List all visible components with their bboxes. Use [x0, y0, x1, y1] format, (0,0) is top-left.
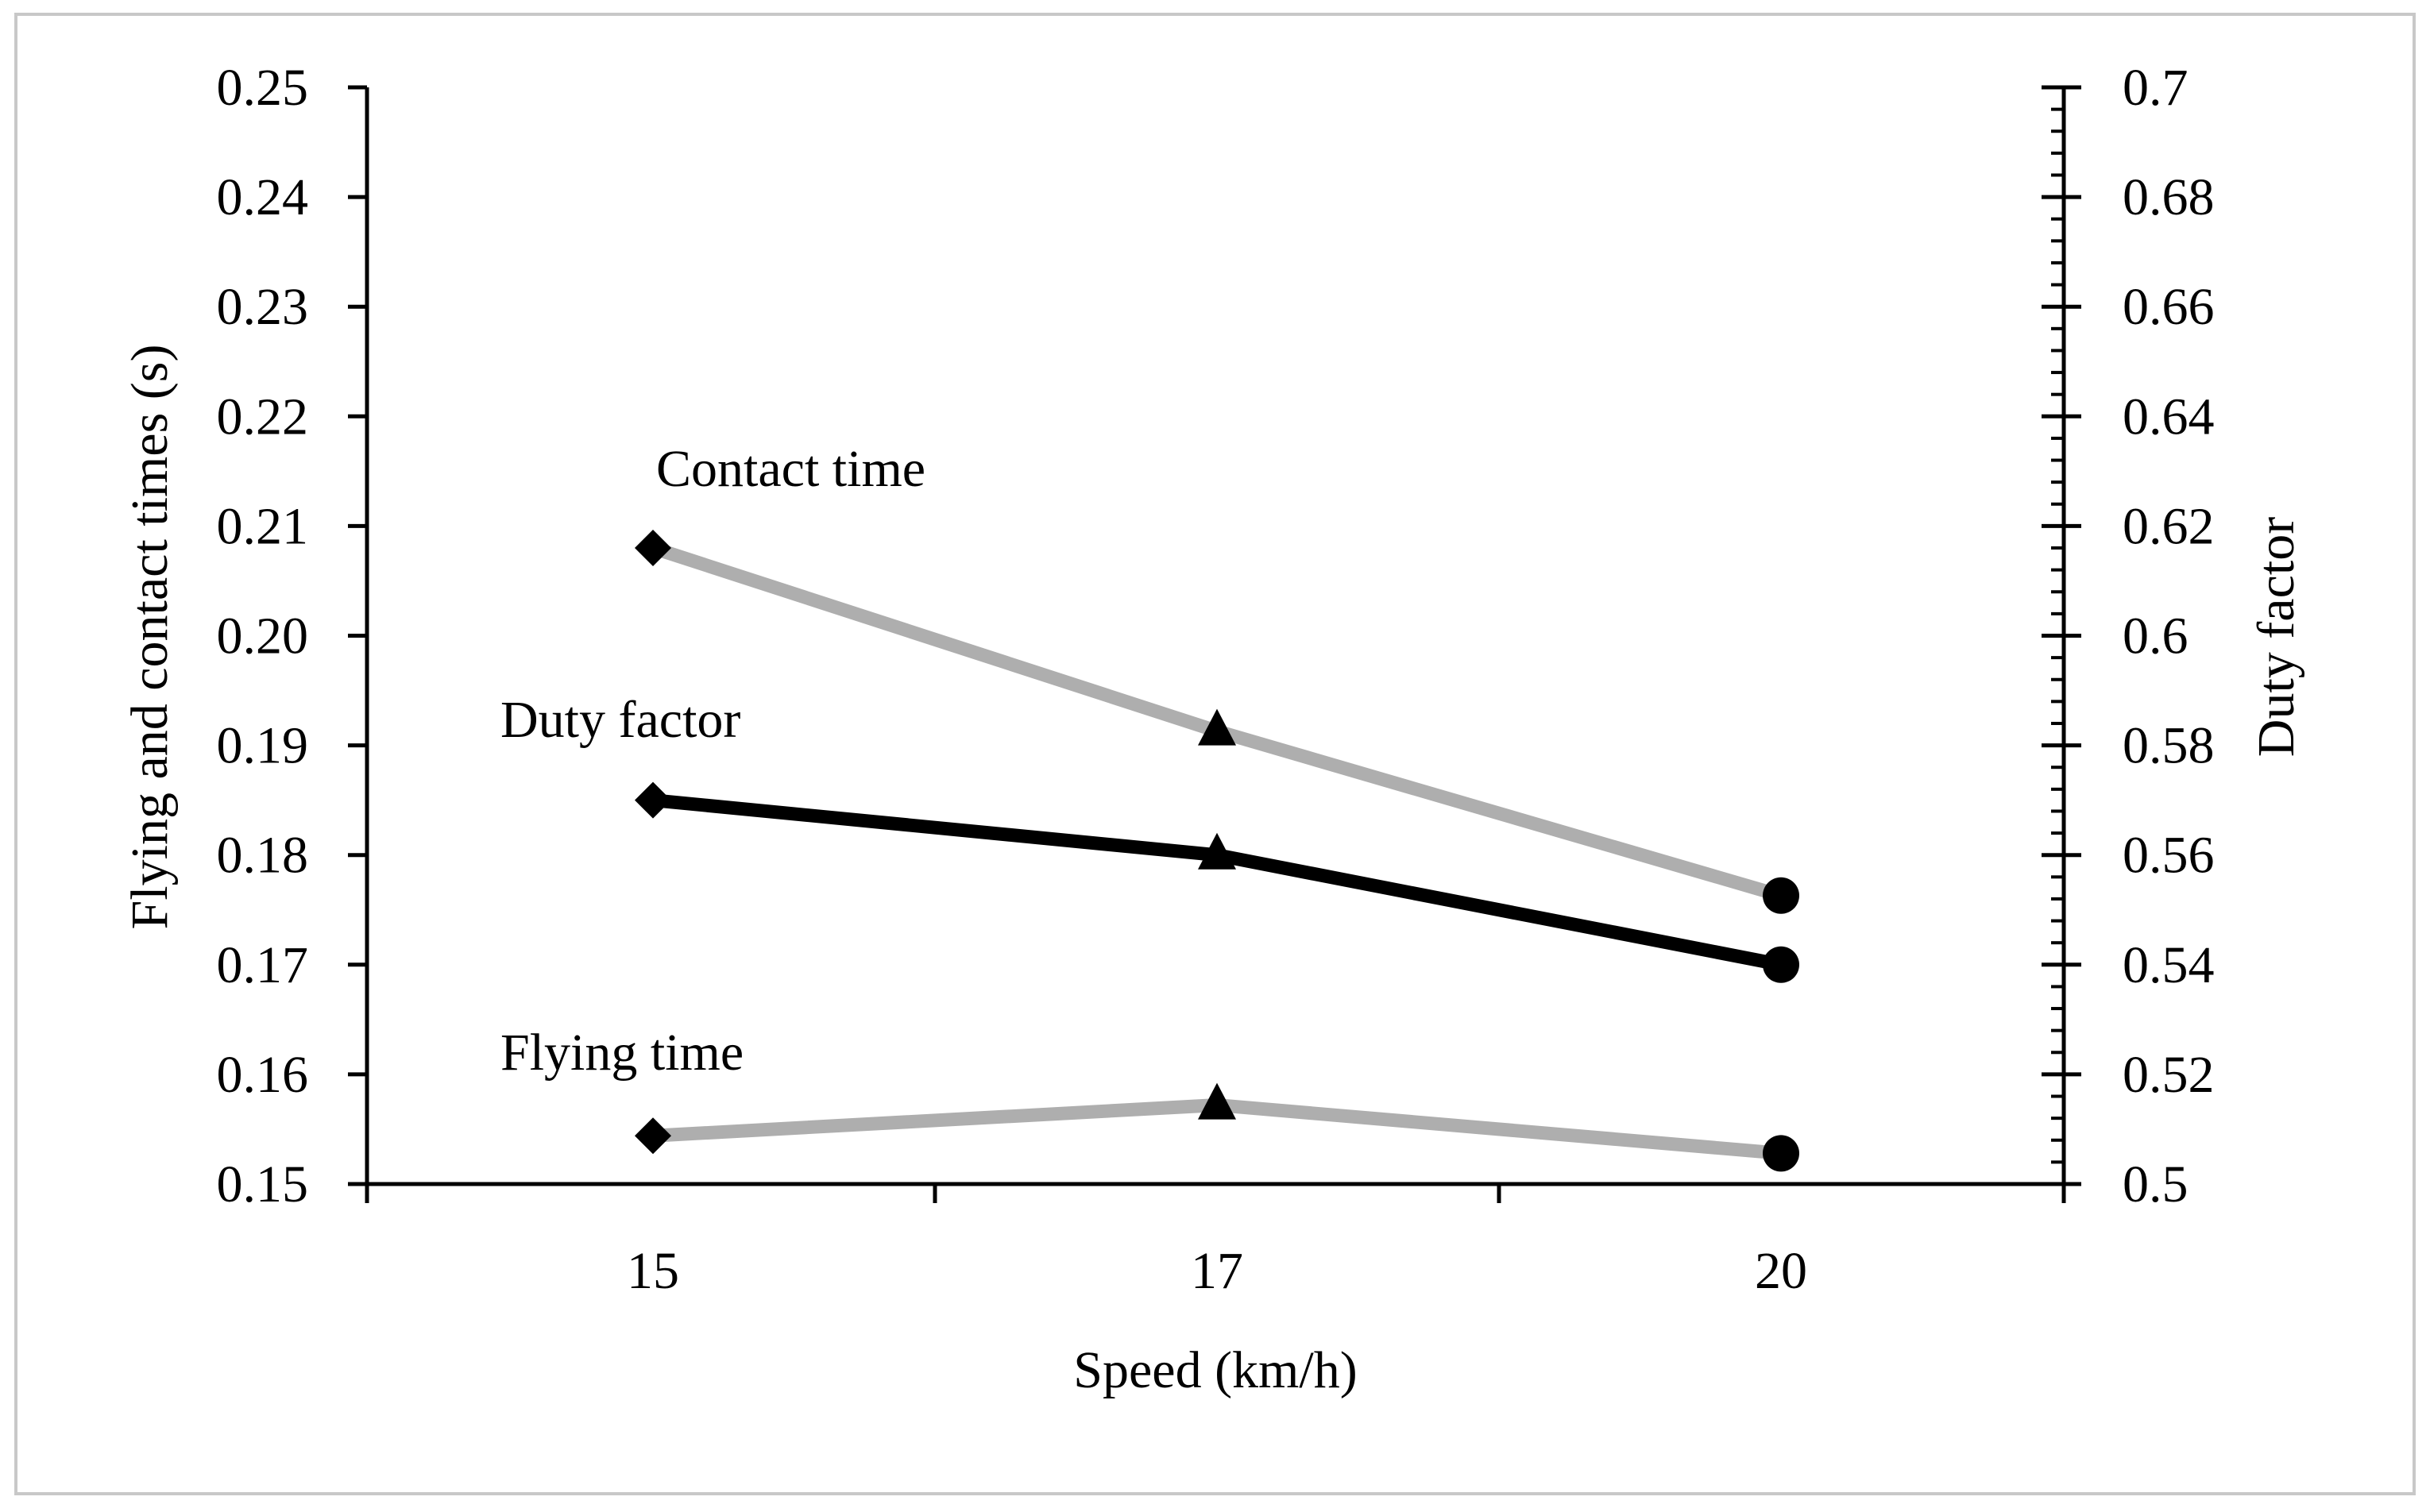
marker-duty-factor-circle — [1763, 946, 1799, 983]
y-right-tick-label: 0.7 — [2123, 59, 2189, 117]
y-left-tick-label: 0.20 — [217, 608, 309, 665]
y-right-tick-label: 0.54 — [2123, 936, 2215, 994]
y-left-tick-label: 0.16 — [217, 1046, 309, 1104]
x-tick-label: 20 — [1755, 1242, 1807, 1300]
marker-contact-time-circle — [1763, 877, 1799, 914]
y-axis-right-title: Duty factor — [2247, 517, 2305, 757]
y-left-tick-label: 0.25 — [217, 59, 309, 117]
chart-border — [14, 13, 2416, 1495]
marker-duty-factor-diamond — [635, 781, 671, 819]
y-right-tick-label: 0.62 — [2123, 497, 2215, 555]
y-left-tick-label: 0.18 — [217, 827, 309, 885]
marker-contact-time-diamond — [635, 530, 671, 567]
y-left-tick-label: 0.24 — [217, 168, 309, 226]
y-left-tick-label: 0.21 — [217, 497, 309, 555]
marker-flying-time-diamond — [635, 1117, 671, 1155]
marker-flying-time-triangle — [1198, 1082, 1236, 1120]
series-markers — [635, 530, 1799, 1172]
x-axis-title: Speed (km/h) — [1073, 1341, 1357, 1399]
annotation-duty-factor: Duty factor — [500, 691, 740, 749]
annotation-flying-time: Flying time — [500, 1024, 744, 1082]
tick-labels: 0.15 0.16 0.17 0.18 0.19 0.20 0.21 0.22 0.23 0.24… — [217, 59, 2215, 1300]
y-right-tick-label: 0.5 — [2123, 1155, 2189, 1213]
y-right-tick-label: 0.66 — [2123, 278, 2215, 336]
y-left-tick-label: 0.22 — [217, 388, 309, 446]
y-left-tick-label: 0.17 — [217, 936, 309, 994]
y-right-tick-label: 0.64 — [2123, 388, 2215, 446]
annotation-contact-time: Contact time — [656, 440, 925, 498]
x-tick-label: 17 — [1191, 1242, 1243, 1300]
y-left-tick-label: 0.19 — [217, 717, 309, 775]
marker-flying-time-circle — [1763, 1135, 1799, 1172]
y-right-tick-label: 0.52 — [2123, 1046, 2215, 1104]
y-left-tick-label: 0.15 — [217, 1155, 309, 1213]
y-right-tick-label: 0.58 — [2123, 717, 2215, 775]
y-right-tick-label: 0.6 — [2123, 608, 2189, 665]
axes — [348, 85, 2081, 1203]
y-left-tick-label: 0.23 — [217, 278, 309, 336]
marker-duty-factor-triangle — [1198, 832, 1236, 870]
y-right-tick-label: 0.56 — [2123, 827, 2215, 885]
marker-contact-time-triangle — [1198, 708, 1236, 746]
y-axis-left-title: Flying and contact times (s) — [121, 345, 179, 930]
y-right-tick-label: 0.68 — [2123, 168, 2215, 226]
x-tick-label: 15 — [627, 1242, 679, 1300]
